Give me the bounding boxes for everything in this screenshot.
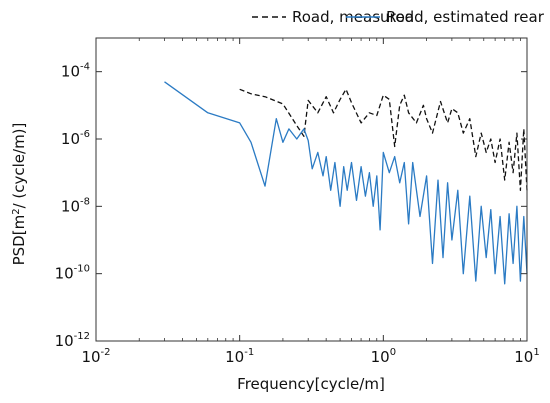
x-tick-label-exp: 1 (533, 347, 539, 358)
x-tick-label-exp: -1 (244, 347, 254, 358)
y-tick-label-base: 10 (61, 63, 80, 81)
y-axis-label-suffix: / (cycle/m)] (10, 123, 28, 209)
y-tick-label-base: 10 (55, 265, 74, 283)
x-axis-label: Frequency[cycle/m] (237, 375, 385, 393)
series-line-measured (239, 88, 528, 191)
y-tick-label-exp: -8 (80, 196, 90, 207)
x-tick-label: 10-1 (225, 347, 254, 366)
x-tick-label-exp: 0 (390, 347, 396, 358)
x-tick-label-exp: -2 (101, 347, 111, 358)
y-tick-label: 10-8 (61, 196, 90, 215)
y-tick-label-exp: -10 (74, 264, 90, 275)
legend-label-estimated: Road, estimated rear (386, 8, 545, 26)
x-tick-label-base: 10 (371, 348, 390, 366)
x-tick-label-base: 10 (514, 348, 533, 366)
y-tick-label: 10-6 (61, 129, 90, 148)
y-tick-label: 10-10 (55, 264, 90, 283)
y-tick-label-exp: -12 (74, 331, 90, 342)
y-tick-label-exp: -4 (80, 62, 90, 73)
x-tick-label-base: 10 (225, 348, 244, 366)
x-tick-label: 100 (371, 347, 396, 366)
x-tick-label-base: 10 (81, 348, 100, 366)
y-tick-label-base: 10 (55, 332, 74, 350)
legend: Road, measured Road, estimated rear (252, 8, 545, 26)
y-tick-label-base: 10 (61, 130, 80, 148)
y-tick-label-base: 10 (61, 197, 80, 215)
y-tick-label: 10-12 (55, 331, 90, 350)
y-axis-label-prefix: PSD[m (10, 215, 28, 266)
axes-frame (95, 37, 528, 342)
x-tick-label: 101 (514, 347, 539, 366)
y-tick-label-exp: -6 (80, 129, 90, 140)
y-axis-label-sup: 2 (11, 208, 22, 214)
x-tick-label: 10-2 (81, 347, 110, 366)
series-line-estimated (164, 81, 528, 285)
y-axis-label: PSD[m2/ (cycle/m)] (10, 123, 28, 266)
y-tick-label: 10-4 (61, 62, 90, 81)
x-axis-ticks: 10-2 10-1 100 101 (81, 38, 540, 366)
plot-area (95, 37, 528, 342)
